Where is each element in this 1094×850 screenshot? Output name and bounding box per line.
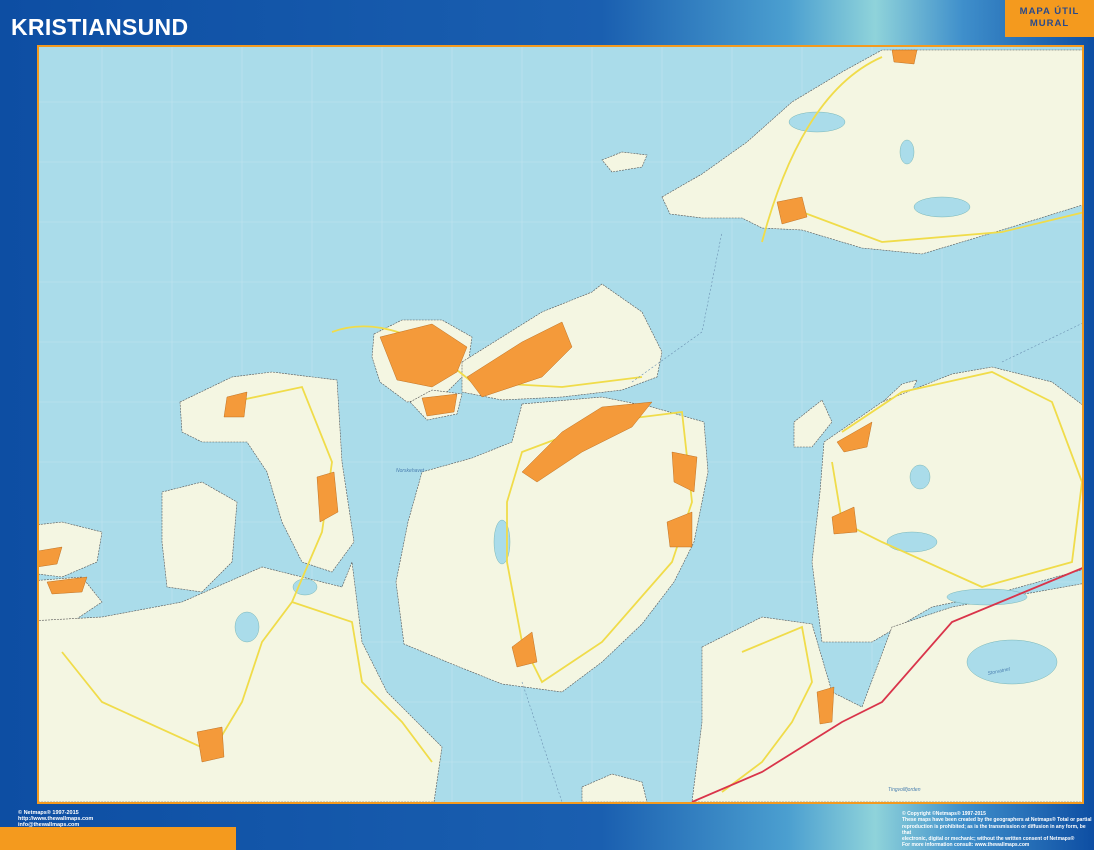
southeast-mainland bbox=[691, 583, 1082, 802]
town-frei bbox=[521, 401, 653, 483]
landmasses bbox=[39, 49, 1082, 802]
road bbox=[761, 56, 1082, 243]
town bbox=[316, 471, 339, 523]
copyright-line: © Copyright ©Netmaps® 1997-2015 bbox=[902, 811, 986, 817]
town-kirkelandet bbox=[421, 393, 458, 417]
west-small-islands bbox=[39, 521, 103, 623]
town bbox=[816, 686, 835, 725]
town-nordlandet bbox=[466, 321, 573, 398]
town bbox=[223, 391, 248, 418]
town bbox=[891, 49, 918, 65]
smola-island bbox=[161, 481, 238, 593]
lakes bbox=[234, 111, 1058, 685]
town bbox=[666, 511, 693, 548]
fjord-label: Tingvollfjorden bbox=[888, 787, 921, 793]
road bbox=[61, 385, 333, 754]
lake bbox=[493, 519, 511, 565]
sea-label: Norskehavet bbox=[396, 468, 425, 474]
map-title: KRISTIANSUND bbox=[11, 14, 189, 40]
map-canvas: Norskehavet Tingvollfjorden Storvatnet bbox=[39, 47, 1082, 802]
town bbox=[39, 546, 63, 567]
copyright-text: © Netmaps® 1997-2015 bbox=[18, 810, 79, 816]
lake bbox=[946, 588, 1028, 606]
southwest-mainland bbox=[39, 561, 443, 802]
small-island-north bbox=[601, 151, 648, 173]
road bbox=[831, 371, 1082, 588]
copyright-line: These maps have been created by the geog… bbox=[902, 817, 1092, 824]
ferry-route bbox=[521, 231, 1082, 802]
road bbox=[291, 601, 433, 763]
road bbox=[721, 625, 813, 793]
town bbox=[196, 726, 225, 763]
map-frame[interactable]: Norskehavet Tingvollfjorden Storvatnet bbox=[37, 45, 1084, 804]
lake bbox=[886, 531, 938, 553]
lake bbox=[909, 464, 931, 490]
copyright-line: electronic, digital or mechanic; without… bbox=[902, 836, 1075, 843]
frei-island bbox=[395, 396, 709, 693]
south-islet bbox=[581, 773, 648, 802]
footer-right-copyright: © Copyright ©Netmaps® 1997-2015 These ma… bbox=[902, 811, 1092, 849]
lake-label: Storvatnet bbox=[987, 666, 1011, 677]
footer-orange-bar bbox=[0, 827, 236, 850]
towns bbox=[39, 49, 918, 763]
road bbox=[506, 410, 693, 684]
town bbox=[776, 196, 808, 225]
email-link[interactable]: info@thewallmaps.com bbox=[18, 822, 80, 828]
town-kristiansund bbox=[379, 323, 468, 388]
badge-line-1: MAPA ÚTIL bbox=[1019, 6, 1080, 17]
west-island bbox=[179, 371, 355, 573]
roads bbox=[61, 56, 1082, 793]
town bbox=[831, 506, 858, 535]
town bbox=[46, 576, 88, 595]
lake bbox=[234, 611, 260, 643]
east-island-small bbox=[793, 399, 833, 448]
mapa-util-badge: MAPA ÚTIL MURAL bbox=[1005, 0, 1094, 37]
website-link[interactable]: http://www.thewallmaps.com bbox=[18, 816, 94, 822]
lake-storvatnet bbox=[966, 639, 1058, 685]
footer-left-credits: © Netmaps® 1997-2015 http://www.thewallm… bbox=[18, 810, 93, 828]
lake bbox=[292, 578, 318, 596]
town bbox=[511, 631, 538, 668]
lake bbox=[899, 139, 915, 165]
copyright-line: For more information consult: www.thewal… bbox=[902, 842, 1030, 849]
lake bbox=[913, 196, 971, 218]
town bbox=[671, 451, 698, 493]
town bbox=[836, 421, 873, 453]
east-landmass bbox=[811, 366, 1082, 643]
copyright-line: reproduction is prohibited; as is the tr… bbox=[902, 823, 1086, 836]
northeast-peninsula bbox=[661, 49, 1082, 255]
major-road bbox=[691, 567, 1082, 802]
badge-line-2: MURAL bbox=[1029, 18, 1070, 29]
lake bbox=[788, 111, 846, 133]
